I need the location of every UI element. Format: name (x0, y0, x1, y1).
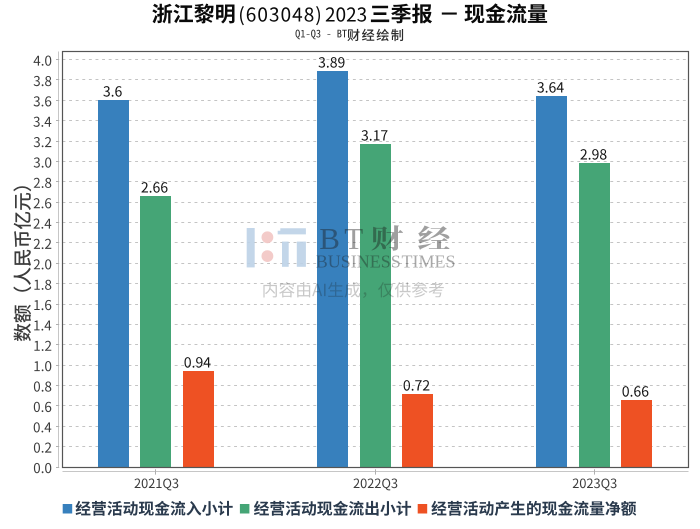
svg-text:B: B (319, 221, 340, 256)
svg-text:T: T (344, 221, 363, 256)
svg-text:BUSINESS: BUSINESS (316, 252, 401, 272)
svg-text:TIMES: TIMES (402, 252, 456, 272)
